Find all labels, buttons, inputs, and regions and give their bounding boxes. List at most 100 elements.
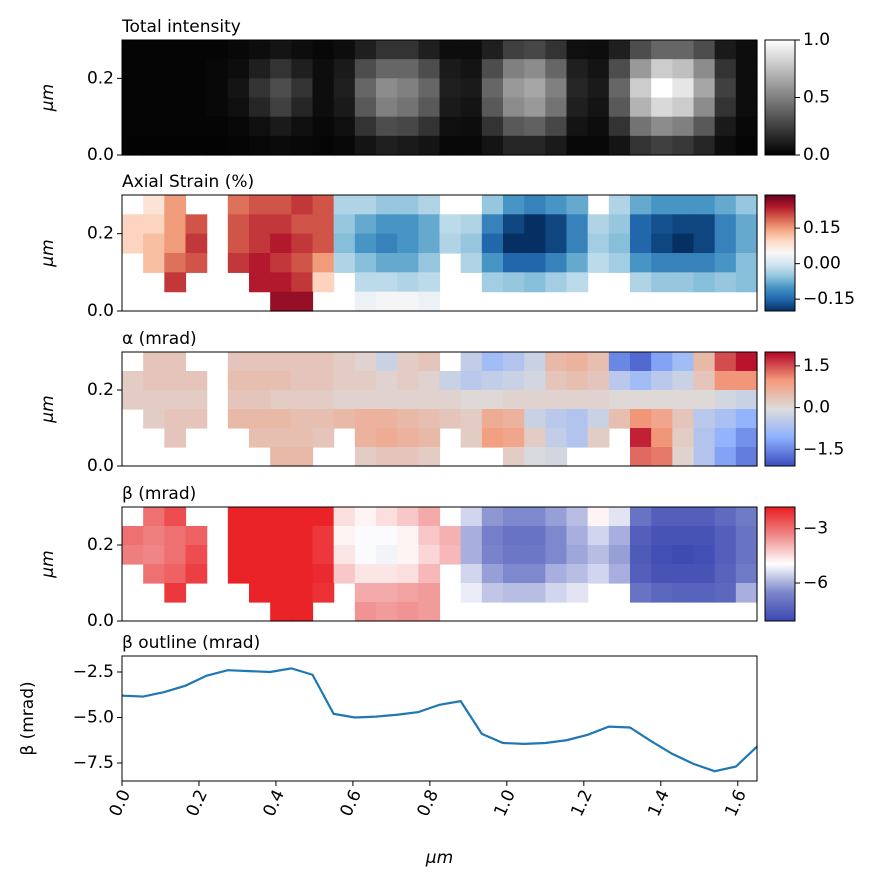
heat-cell: [715, 564, 737, 584]
heat-cell: [228, 526, 250, 546]
heat-cell: [630, 59, 652, 79]
heat-cell: [694, 40, 716, 60]
heat-cell: [270, 78, 292, 98]
heat-cell: [186, 545, 208, 565]
heat-cell: [313, 59, 335, 79]
heat-cell: [122, 40, 144, 60]
heat-cell: [715, 447, 737, 467]
heat-cell: [418, 352, 440, 372]
y-axis-label: β (mrad): [18, 681, 38, 755]
heat-cell: [694, 352, 716, 372]
heat-cell: [715, 371, 737, 391]
heat-cell: [355, 234, 377, 254]
heat-cell: [672, 526, 694, 546]
heat-cell: [355, 409, 377, 429]
heat-cell: [186, 78, 208, 98]
heat-cell: [524, 98, 546, 118]
heat-cell: [376, 428, 398, 448]
heat-cell: [715, 352, 737, 372]
y-tick-label: −5.0: [73, 707, 114, 727]
heat-cell: [291, 409, 313, 429]
heat-cell: [651, 526, 673, 546]
heat-cell: [545, 234, 567, 254]
heat-cell: [313, 507, 335, 527]
heat-cell: [291, 564, 313, 584]
heat-cell: [482, 526, 504, 546]
heat-cell: [249, 272, 271, 292]
heat-cell: [376, 545, 398, 565]
heat-cell: [186, 371, 208, 391]
heat-cell: [736, 545, 758, 565]
heat-cell: [376, 136, 398, 156]
heat-cell: [609, 136, 631, 156]
heat-cell: [503, 195, 525, 215]
heat-cell: [651, 40, 673, 60]
heat-cell: [334, 195, 356, 215]
heat-cell: [482, 214, 504, 234]
heat-cell: [715, 234, 737, 254]
heat-cell: [482, 583, 504, 603]
heat-cell: [672, 59, 694, 79]
heat-cell: [355, 98, 377, 118]
heat-cell: [567, 40, 589, 60]
heat-cell: [270, 428, 292, 448]
heat-cell: [334, 507, 356, 527]
heat-cell: [736, 136, 758, 156]
heat-cell: [630, 409, 652, 429]
heat-cell: [567, 428, 589, 448]
y-axis-label: μm: [38, 84, 58, 112]
heat-cell: [376, 59, 398, 79]
colorbar-tick-label: −0.15: [803, 289, 855, 309]
heat-cell: [503, 78, 525, 98]
heat-cell: [736, 214, 758, 234]
heat-cell: [461, 214, 483, 234]
heat-cell: [164, 78, 186, 98]
panel-title: Total intensity: [121, 17, 241, 37]
heat-cell: [545, 195, 567, 215]
heat-cell: [228, 214, 250, 234]
heat-cell: [524, 253, 546, 273]
heat-cell: [143, 371, 165, 391]
colorbar-tick-label: 1.5: [803, 356, 830, 376]
heat-cell: [355, 564, 377, 584]
heat-cell: [672, 447, 694, 467]
y-tick-label: 0.0: [87, 145, 114, 165]
heat-cell: [567, 352, 589, 372]
heat-cell: [609, 98, 631, 118]
heat-cell: [334, 40, 356, 60]
heat-cell: [355, 602, 377, 622]
heat-cell: [397, 545, 419, 565]
heat-cell: [164, 371, 186, 391]
heat-cell: [588, 507, 610, 527]
heat-cell: [355, 371, 377, 391]
heat-cell: [418, 507, 440, 527]
heat-cell: [418, 447, 440, 467]
heat-cell: [503, 98, 525, 118]
heat-cell: [588, 78, 610, 98]
heat-cell: [164, 564, 186, 584]
heat-cell: [313, 214, 335, 234]
heat-cell: [694, 98, 716, 118]
heat-cell: [736, 253, 758, 273]
heat-cell: [630, 583, 652, 603]
heat-cell: [651, 214, 673, 234]
heat-cell: [376, 507, 398, 527]
heat-cell: [736, 352, 758, 372]
heat-cell: [291, 136, 313, 156]
heat-cell: [376, 352, 398, 372]
heat-cell: [609, 253, 631, 273]
heat-cell: [334, 564, 356, 584]
heat-cell: [694, 253, 716, 273]
heat-cell: [651, 545, 673, 565]
heat-cell: [249, 526, 271, 546]
heat-cell: [567, 195, 589, 215]
heat-cell: [609, 352, 631, 372]
heat-cell: [122, 526, 144, 546]
heat-cell: [651, 234, 673, 254]
heat-cell: [355, 526, 377, 546]
panel-title: β (mrad): [122, 484, 196, 504]
heat-cell: [651, 507, 673, 527]
heat-cell: [503, 117, 525, 137]
heat-cell: [694, 390, 716, 410]
heat-cell: [461, 352, 483, 372]
